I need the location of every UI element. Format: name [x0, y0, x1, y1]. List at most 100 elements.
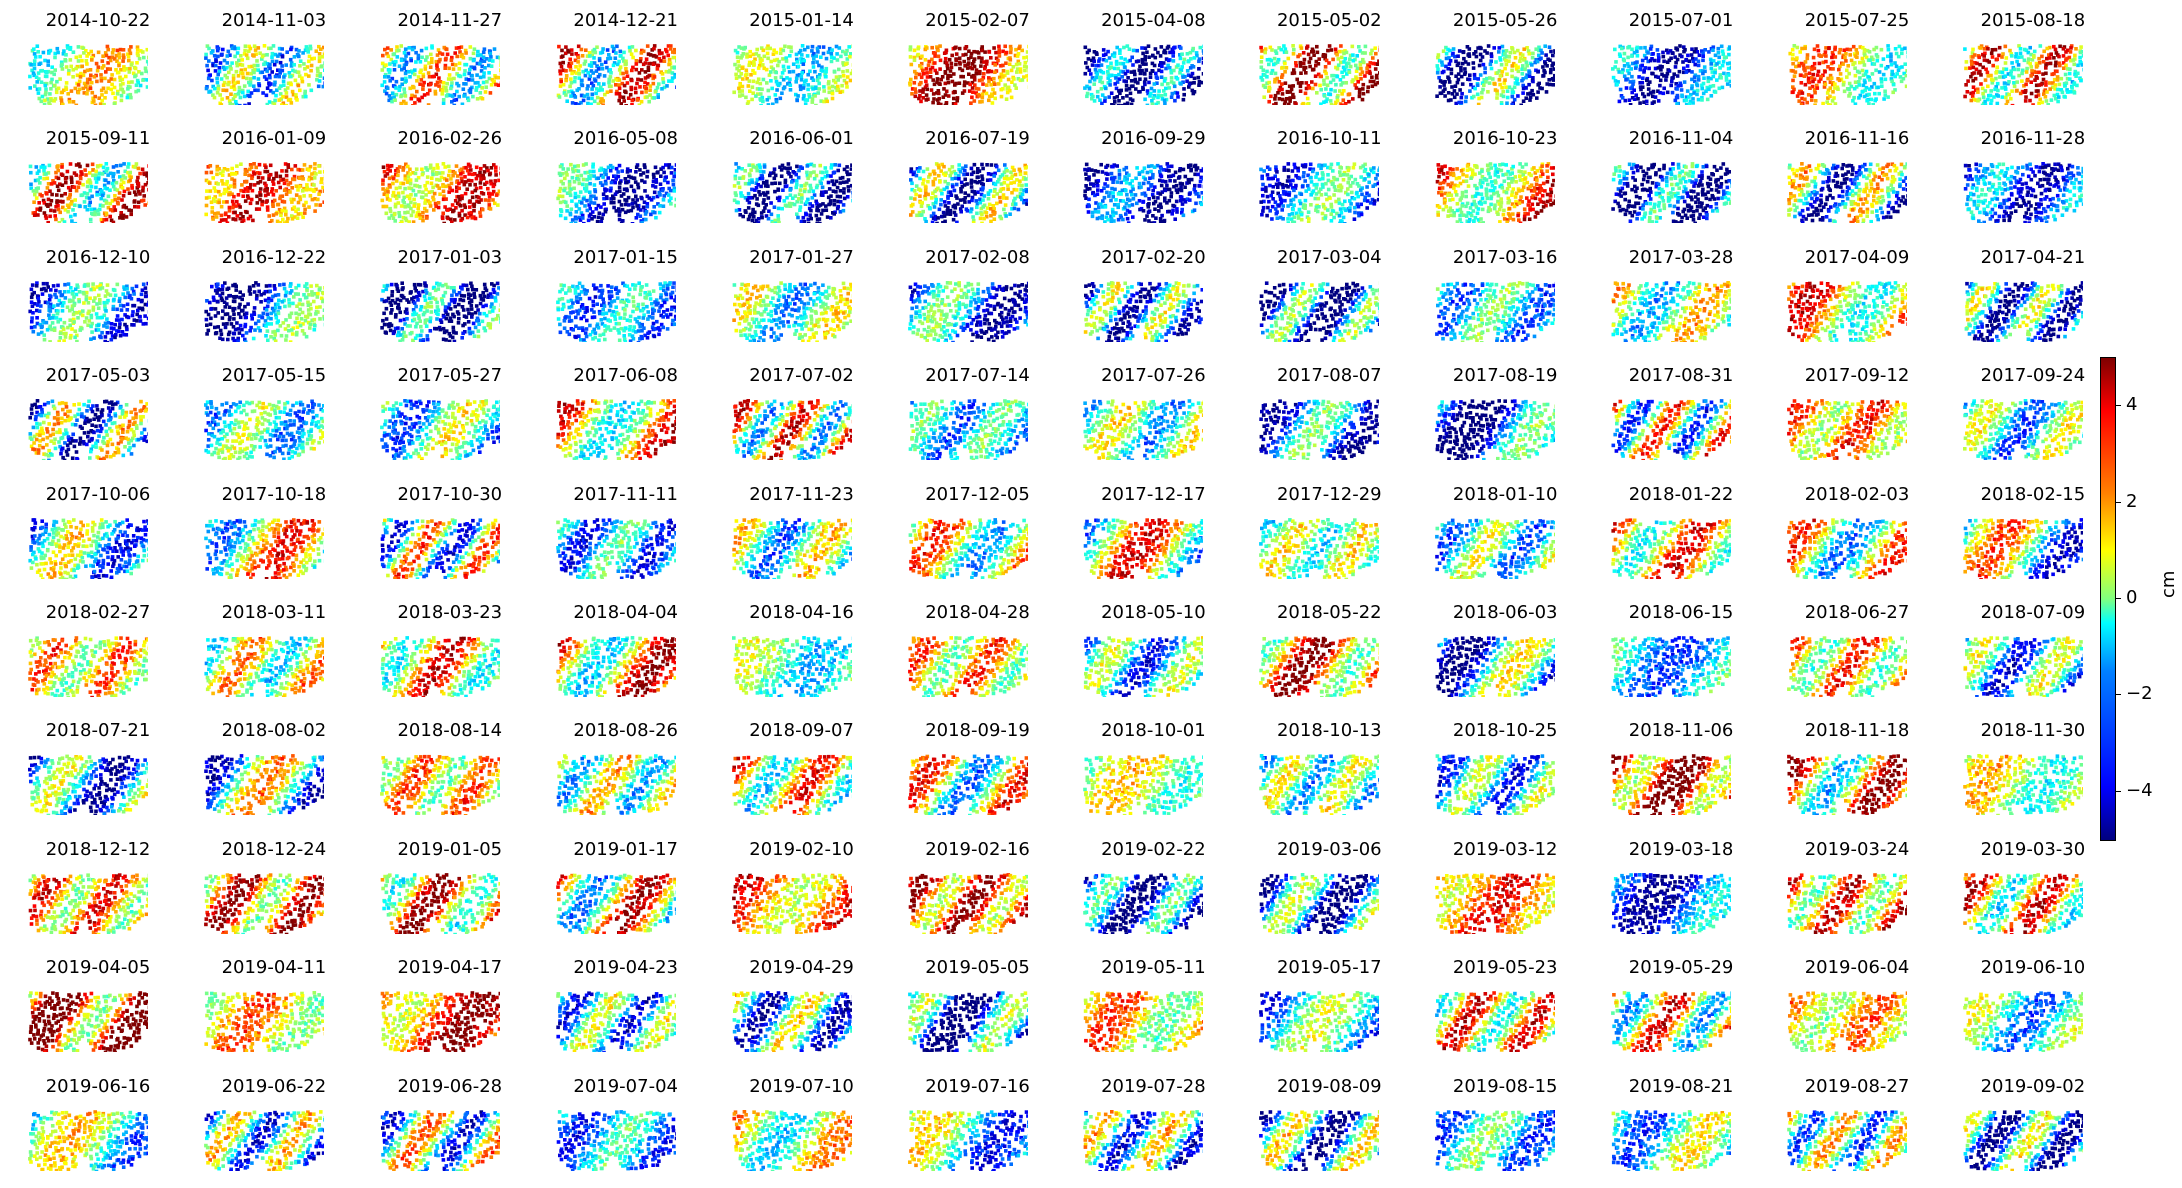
displacement-pixel — [85, 192, 90, 196]
displacement-pixel — [437, 171, 442, 176]
displacement-pixel — [1661, 50, 1665, 55]
displacement-pixel — [756, 66, 761, 70]
displacement-pixel — [1202, 44, 1204, 49]
displacement-pixel — [1292, 68, 1296, 72]
displacement-pixel — [447, 93, 452, 98]
displacement-pixel — [1342, 51, 1347, 56]
displacement-pixel — [740, 93, 744, 97]
displacement-pixel — [573, 95, 577, 99]
displacement-pixel — [1893, 74, 1897, 79]
displacement-pixel — [1466, 62, 1471, 66]
displacement-pixel — [1717, 55, 1722, 60]
displacement-pixel — [1864, 69, 1869, 74]
displacement-pixel — [672, 47, 676, 52]
displacement-pixel — [1671, 51, 1675, 55]
displacement-pixel — [448, 177, 453, 182]
displacement-pixel — [655, 85, 659, 90]
displacement-pixel — [1171, 59, 1176, 63]
displacement-pixel — [1828, 80, 1833, 84]
displacement-pixel — [784, 76, 789, 80]
displacement-pixel — [764, 67, 769, 72]
displacement-pixel — [481, 176, 486, 181]
displacement-pixel — [1805, 100, 1809, 105]
displacement-pixel — [213, 199, 217, 204]
displacement-pixel — [438, 88, 443, 92]
displacement-pixel — [408, 86, 412, 91]
displacement-pixel — [387, 165, 392, 169]
displacement-pixel — [831, 56, 836, 60]
displacement-pixel — [558, 77, 563, 82]
displacement-pixel — [2047, 81, 2052, 85]
displacement-pixel — [621, 76, 626, 81]
displacement-pixel — [2037, 70, 2041, 75]
displacement-pixel — [1869, 97, 1874, 102]
displacement-pixel — [1860, 90, 1865, 94]
displacement-pixel — [1195, 53, 1200, 58]
displacement-pixel — [588, 170, 592, 174]
displacement-pixel — [1991, 63, 1995, 68]
displacement-pixel — [1181, 97, 1186, 102]
displacement-pixel — [1181, 80, 1186, 84]
displacement-pixel — [616, 175, 620, 179]
displacement-pixel — [1713, 53, 1718, 58]
displacement-pixel — [403, 71, 408, 76]
displacement-pixel — [248, 80, 253, 85]
displacement-pixel — [1709, 66, 1714, 71]
displacement-pixel — [52, 209, 57, 214]
displacement-pixel — [1021, 75, 1026, 79]
displacement-pixel — [1109, 61, 1114, 66]
displacement-pixel — [1504, 49, 1509, 53]
displacement-pixel — [569, 61, 573, 65]
displacement-pixel — [416, 210, 421, 215]
displacement-pixel — [1106, 49, 1111, 54]
displacement-pixel — [1665, 48, 1669, 53]
displacement-pixel — [1286, 90, 1290, 94]
displacement-pixel — [596, 88, 601, 93]
displacement-pixel — [817, 73, 822, 77]
displacement-pixel — [279, 97, 283, 101]
displacement-pixel — [470, 74, 474, 78]
displacement-pixel — [110, 55, 115, 59]
displacement-pixel — [136, 182, 141, 186]
displacement-pixel — [234, 69, 239, 74]
displacement-pixel — [380, 83, 384, 88]
displacement-pixel — [97, 96, 101, 100]
displacement-pixel — [666, 44, 670, 48]
displacement-pixel — [1541, 74, 1545, 78]
displacement-pixel — [394, 45, 399, 49]
displacement-pixel — [453, 63, 458, 67]
displacement-pixel — [307, 188, 312, 192]
displacement-pixel — [1621, 68, 1625, 72]
displacement-pixel — [747, 79, 751, 83]
displacement-pixel — [931, 92, 935, 96]
displacement-pixel — [734, 66, 739, 71]
displacement-pixel — [810, 97, 814, 101]
displacement-pixel — [2050, 72, 2054, 77]
displacement-pixel — [471, 58, 476, 63]
displacement-pixel — [280, 194, 284, 199]
displacement-pixel — [210, 206, 214, 210]
displacement-pixel — [1085, 84, 1090, 89]
displacement-pixel — [297, 74, 302, 78]
displacement-pixel — [1091, 94, 1096, 99]
displacement-pixel — [282, 200, 287, 205]
displacement-pixel — [96, 177, 101, 182]
displacement-pixel — [1093, 78, 1097, 82]
displacement-pixel — [669, 166, 674, 170]
displacement-pixel — [1444, 64, 1448, 69]
displacement-pixel — [1374, 67, 1378, 71]
displacement-pixel — [2062, 82, 2067, 86]
displacement-pixel — [50, 70, 54, 75]
displacement-pixel — [493, 165, 498, 170]
displacement-pixel — [979, 45, 984, 49]
displacement-pixel — [756, 53, 761, 58]
displacement-pixel — [671, 55, 675, 60]
displacement-pixel — [34, 165, 39, 170]
displacement-pixel — [623, 90, 628, 95]
displacement-pixel — [1828, 73, 1833, 78]
displacement-pixel — [138, 192, 142, 197]
displacement-pixel — [1368, 61, 1373, 65]
displacement-pixel — [472, 202, 476, 207]
displacement-pixel — [33, 211, 37, 215]
displacement-pixel — [472, 204, 476, 209]
